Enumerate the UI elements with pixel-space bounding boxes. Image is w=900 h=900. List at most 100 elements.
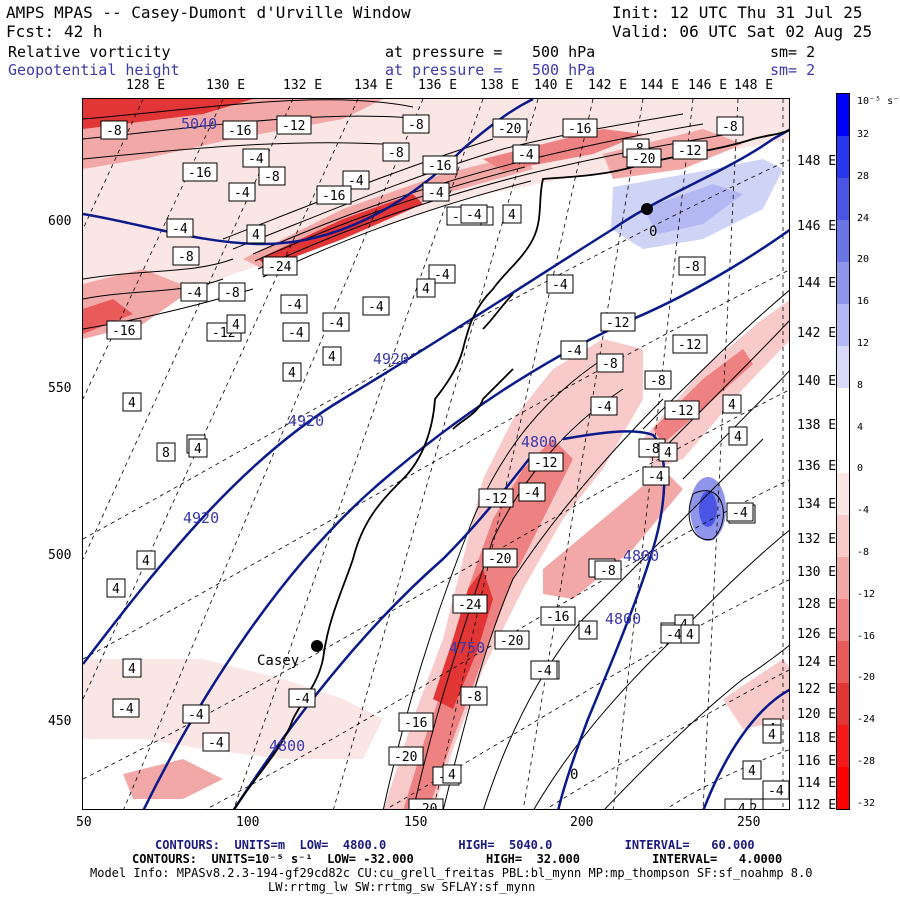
vorticity-label: -20 — [414, 802, 437, 810]
colorbar-label: 24 — [857, 212, 870, 224]
vorticity-label: -4 — [118, 702, 134, 717]
vorticity-label: -4 — [552, 278, 568, 293]
vorticity-label: 4 — [686, 628, 694, 643]
vorticity-label: 4 — [128, 662, 136, 677]
vorticity-label: 8 — [162, 446, 170, 461]
field-1-level: 500 hPa — [532, 43, 596, 61]
vorticity-label-box — [202, 732, 230, 752]
colorbar-segment — [837, 262, 849, 305]
right-lon-label: 132 E — [797, 532, 837, 547]
vorticity-label: -4 — [434, 268, 450, 283]
colorbar-label: -12 — [857, 588, 876, 600]
vorticity-label-box — [280, 294, 308, 314]
vorticity-label-box — [546, 274, 574, 294]
y-tick-label: 450 — [48, 714, 72, 729]
casey-station-label: Casey — [257, 653, 299, 669]
vorticity-label: -12 — [484, 492, 507, 507]
vorticity-label-box — [560, 340, 588, 360]
vorticity-label-box — [530, 660, 558, 680]
zero-contour-labels: 0 0 — [570, 224, 657, 783]
valid-time: Valid: 06 UTC Sat 02 Aug 25 — [612, 22, 873, 41]
top-lon-label: 144 E — [640, 78, 680, 93]
vorticity-label-box — [106, 320, 142, 340]
vorticity-label: -12 — [606, 316, 629, 331]
footer-height-contours: CONTOURS: UNITS=m LOW= 4800.0 HIGH= 5040… — [155, 838, 755, 852]
vorticity-label-box — [228, 182, 256, 202]
field-1-smooth: sm= 2 — [770, 43, 816, 61]
vorticity-label-box — [518, 482, 546, 502]
right-lon-label: 140 E — [797, 374, 837, 389]
colorbar-label: 16 — [857, 296, 870, 308]
vorticity-label-box — [398, 712, 434, 732]
colorbar — [836, 93, 850, 810]
vorticity-label-box — [494, 630, 530, 650]
vorticity-label: 4 — [664, 446, 672, 461]
vorticity-label: -8 — [466, 690, 482, 705]
top-lon-label: 138 E — [480, 78, 520, 93]
vorticity-label: -4 — [286, 298, 302, 313]
vorticity-label-box — [282, 362, 302, 382]
height-label: 4800 — [269, 737, 305, 755]
right-lon-label: 148 E — [797, 154, 837, 169]
colorbar-segment — [837, 430, 849, 474]
vorticity-label: -4 — [172, 222, 188, 237]
colorbar-segment — [837, 94, 849, 137]
vorticity-label-box — [680, 624, 700, 644]
vorticity-label-box — [716, 116, 744, 136]
vorticity-label-box — [724, 798, 752, 809]
vorticity-label: -4 — [730, 802, 746, 810]
vorticity-label: -4 — [648, 470, 664, 485]
vorticity-label: 4 — [252, 228, 260, 243]
vorticity-label: -12 — [534, 456, 557, 471]
zero-label: 0 — [570, 767, 578, 783]
vorticity-label: 4 — [288, 366, 296, 381]
vorticity-label: -4 — [524, 486, 540, 501]
vorticity-label-box — [442, 764, 462, 784]
vorticity-label-box — [136, 550, 156, 570]
colorbar-label: -8 — [857, 547, 870, 558]
vorticity-label-box — [422, 182, 450, 202]
vorticity-label-box — [482, 548, 518, 568]
vorticity-label-box — [182, 162, 218, 182]
vorticity-label-box — [492, 118, 528, 138]
vorticity-label-box — [226, 314, 246, 334]
vorticity-label-box — [762, 780, 789, 800]
right-lon-label: 128 E — [797, 597, 837, 612]
vorticity-label-box — [218, 282, 246, 302]
field-2-name: Geopotential height — [8, 61, 180, 79]
vorticity-label-box — [322, 346, 342, 366]
map-panel: Casey 5040 4920 4920 4920 4800 4800 4800… — [82, 98, 790, 810]
vorticity-label-box — [322, 312, 350, 332]
vorticity-label-box — [528, 452, 564, 472]
vorticity-label-box — [422, 155, 458, 175]
height-label: 4800 — [605, 610, 641, 628]
vorticity-label-box — [726, 502, 754, 522]
y-tick-label: 550 — [48, 381, 72, 396]
right-lon-label: 138 E — [797, 418, 837, 433]
colorbar-segment — [837, 388, 849, 431]
right-lon-label: 144 E — [797, 276, 837, 291]
vorticity-label: -24 — [458, 598, 482, 613]
vorticity-label: -4 — [288, 326, 304, 341]
colorbar-segment — [837, 346, 849, 389]
colorbar-label: 0 — [857, 463, 864, 475]
colorbar-segment — [837, 514, 849, 558]
vorticity-label: -4 — [348, 174, 364, 189]
vorticity-label-box — [182, 704, 210, 724]
colorbar-label: 28 — [857, 170, 870, 182]
colorbar-segment — [837, 598, 849, 642]
vorticity-label: -16 — [568, 122, 591, 137]
right-lon-label: 120 E — [797, 707, 837, 722]
right-lon-label: 118 E — [797, 731, 837, 746]
vorticity-label: -4 — [536, 664, 552, 679]
x-tick-label: 250 — [737, 815, 761, 830]
x-tick-label: 100 — [236, 815, 260, 830]
vorticity-label-box — [388, 746, 424, 766]
vorticity-label: -16 — [322, 189, 345, 204]
field-2-level-label: at pressure = — [385, 61, 503, 79]
vorticity-label-box — [664, 400, 700, 420]
colorbar-label: 8 — [857, 379, 864, 391]
height-label: 4920 — [288, 412, 324, 430]
height-label: 4800 — [521, 433, 557, 451]
vorticity-label-box — [316, 185, 352, 205]
